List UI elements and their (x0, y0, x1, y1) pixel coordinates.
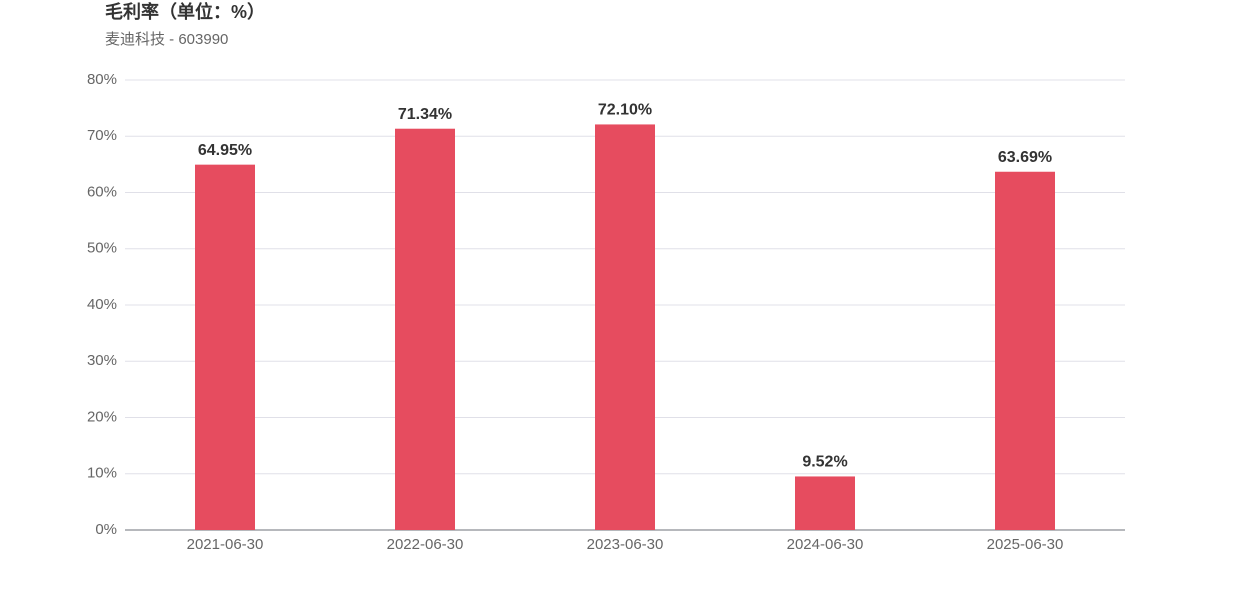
x-tick-label: 2021-06-30 (187, 536, 264, 553)
y-tick-label: 70% (87, 127, 117, 144)
bar (995, 171, 1055, 530)
y-tick-label: 0% (95, 521, 117, 538)
value-label: 63.69% (998, 149, 1052, 166)
y-tick-label: 30% (87, 352, 117, 369)
y-tick-label: 20% (87, 408, 117, 425)
y-tick-label: 60% (87, 183, 117, 200)
bar (195, 164, 255, 530)
x-tick-label: 2022-06-30 (387, 536, 464, 553)
y-tick-label: 80% (87, 71, 117, 88)
value-label: 64.95% (198, 142, 252, 159)
x-tick-label: 2025-06-30 (987, 536, 1064, 553)
y-tick-label: 10% (87, 465, 117, 482)
bar (395, 128, 455, 530)
y-tick-label: 50% (87, 240, 117, 257)
bar (795, 476, 855, 530)
chart-title: 毛利率（单位：%） (105, 1, 265, 22)
x-tick-label: 2024-06-30 (787, 536, 864, 553)
chart-subtitle: 麦迪科技 - 603990 (105, 31, 228, 48)
value-label: 71.34% (398, 106, 452, 123)
value-label: 72.10% (598, 102, 652, 119)
y-tick-label: 40% (87, 296, 117, 313)
bar (595, 124, 655, 530)
x-tick-label: 2023-06-30 (587, 536, 664, 553)
value-label: 9.52% (802, 454, 847, 471)
